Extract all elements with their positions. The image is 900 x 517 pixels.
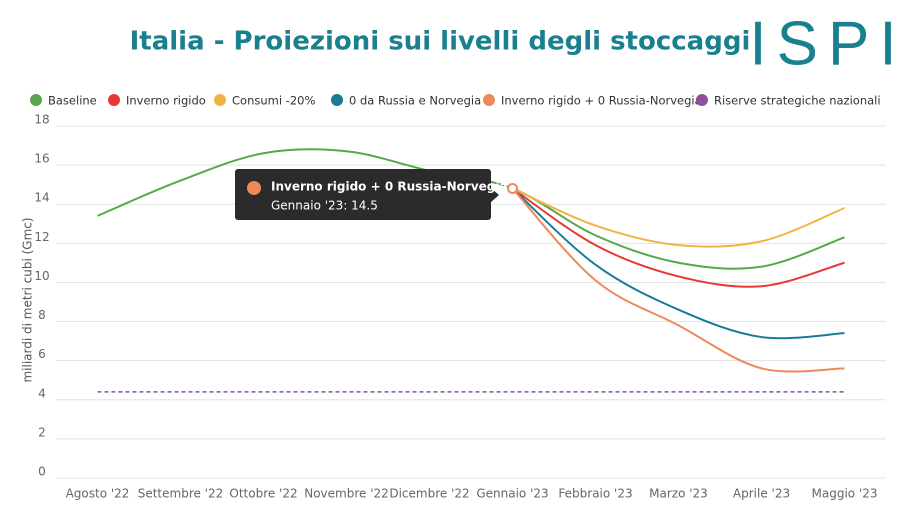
tooltip-title: Inverno rigido + 0 Russia-Norvegia bbox=[271, 180, 508, 194]
x-tick-label: Marzo '23 bbox=[649, 487, 708, 501]
x-tick-label: Settembre '22 bbox=[138, 487, 224, 501]
legend-swatch bbox=[331, 94, 343, 106]
x-tick-label: Ottobre '22 bbox=[229, 487, 297, 501]
legend-swatch bbox=[696, 94, 708, 106]
tooltip-box bbox=[235, 169, 491, 220]
legend-label: Baseline bbox=[48, 94, 97, 108]
y-tick-label: 12 bbox=[34, 230, 49, 244]
legend-label: Consumi -20% bbox=[232, 94, 315, 108]
y-tick-label: 2 bbox=[38, 425, 46, 439]
series-line bbox=[511, 187, 845, 340]
logo: ISPI bbox=[749, 9, 900, 78]
y-tick-label: 16 bbox=[34, 152, 49, 166]
chart-title: Italia - Proiezioni sui livelli degli st… bbox=[130, 27, 751, 57]
y-tick-label: 8 bbox=[38, 308, 46, 322]
x-tick-label: Novembre '22 bbox=[304, 487, 389, 501]
x-tick-label: Agosto '22 bbox=[66, 487, 130, 501]
legend-label: 0 da Russia e Norvegia bbox=[349, 94, 481, 108]
legend-swatch bbox=[108, 94, 120, 106]
legend-label: Riserve strategiche nazionali bbox=[714, 94, 881, 108]
y-tick-label: 6 bbox=[38, 347, 46, 361]
legend-label: Inverno rigido bbox=[126, 94, 206, 108]
y-tick-label: 4 bbox=[38, 386, 46, 400]
x-tick-label: Maggio '23 bbox=[812, 487, 878, 501]
y-tick-label: 18 bbox=[34, 113, 49, 127]
tooltip-text: Gennaio '23: 14.5 bbox=[271, 199, 378, 213]
y-tick-label: 14 bbox=[34, 191, 49, 205]
legend-swatch bbox=[214, 94, 226, 106]
x-tick-label: Gennaio '23 bbox=[476, 487, 548, 501]
legend-label: Inverno rigido + 0 Russia-Norvegia bbox=[501, 94, 702, 108]
x-tick-label: Dicembre '22 bbox=[389, 487, 469, 501]
tooltip-arrow bbox=[491, 188, 499, 202]
x-tick-label: Febbraio '23 bbox=[558, 487, 632, 501]
legend-swatch bbox=[483, 94, 495, 106]
y-axis-title: miliardi di metri cubi (Gmc) bbox=[21, 217, 35, 382]
series-line bbox=[511, 187, 845, 288]
tooltip-swatch bbox=[247, 181, 261, 195]
y-tick-label: 10 bbox=[34, 269, 49, 283]
legend-swatch bbox=[30, 94, 42, 106]
series-line bbox=[511, 187, 845, 373]
y-tick-label: 0 bbox=[38, 465, 46, 479]
series-line bbox=[512, 187, 845, 248]
highlight-point bbox=[507, 182, 518, 194]
x-tick-label: Aprile '23 bbox=[733, 487, 790, 501]
